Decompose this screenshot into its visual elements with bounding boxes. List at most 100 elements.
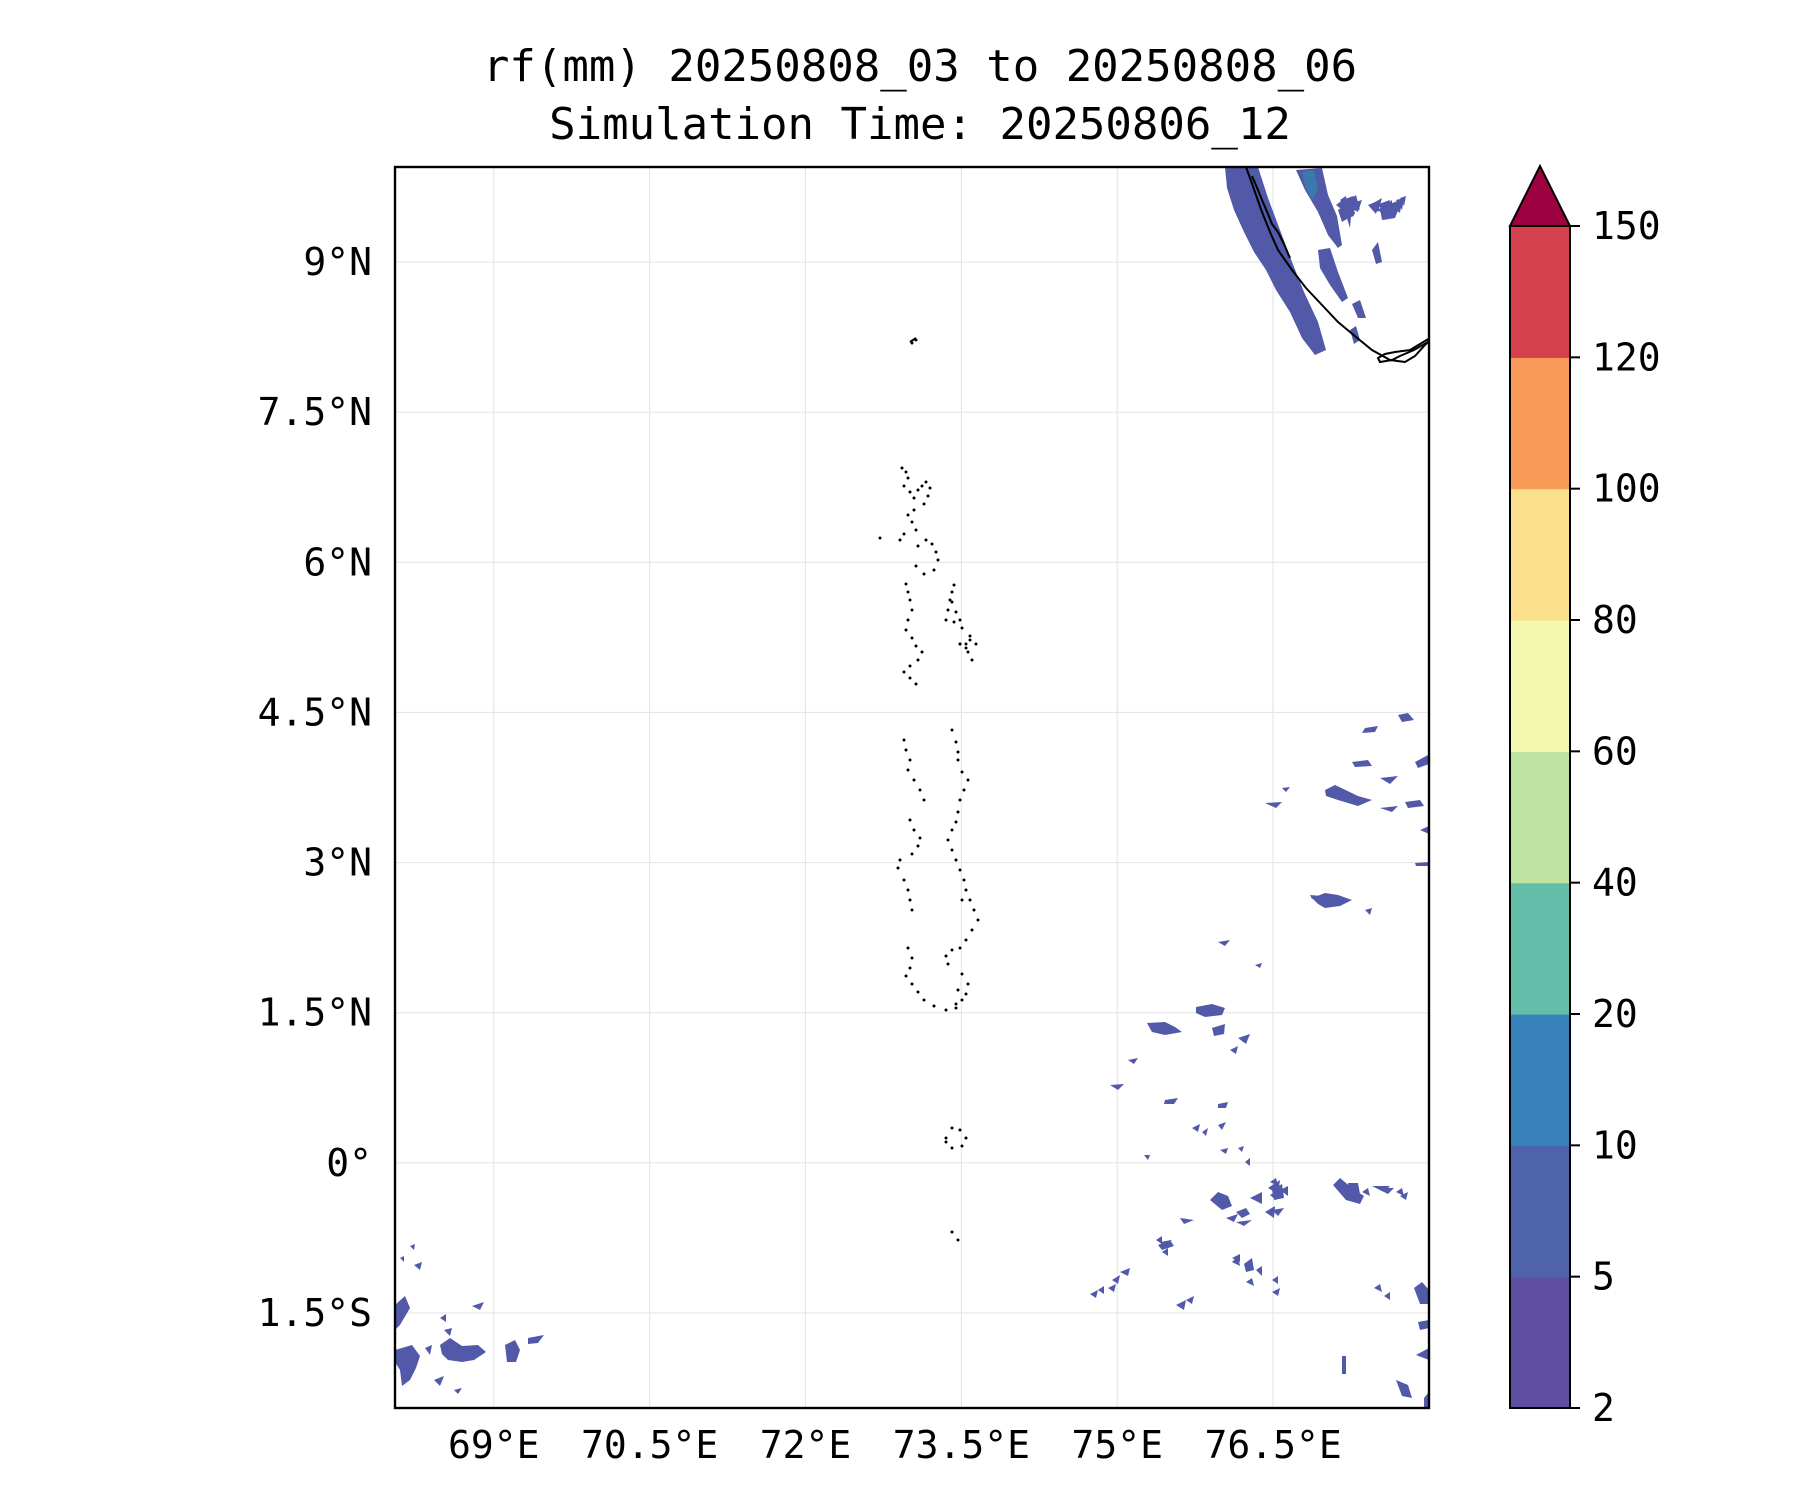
rain-patch-se4 [1418,1320,1429,1330]
colorbar-band [1510,1145,1570,1278]
rain-patch-e9 [1265,802,1282,808]
atoll-island [958,1128,962,1132]
y-tick-label: 1.5°S [258,1291,372,1335]
rain-patch-s16 [1400,1192,1408,1200]
atoll-island [956,810,960,814]
rain-patch-m3 [1147,1022,1182,1035]
rain-patch-s9 [1236,1220,1252,1226]
atoll-island [974,642,978,646]
gridlines [395,167,1429,1408]
rain-patch-s35 [1232,1256,1240,1266]
atoll-island [956,750,960,754]
atoll-island [950,728,954,732]
atoll-island [944,618,948,622]
rain-patch-m15 [1238,1146,1244,1152]
x-tick-label: 69°E [448,1423,540,1467]
atoll-island [960,770,964,774]
longitude-ticks: 69°E 70.5°E 72°E 73.5°E 75°E 76.5°E [448,1423,1342,1467]
rain-patch-m10 [1192,1124,1200,1132]
atoll-island [950,590,954,594]
rain-patch-coast-2 [1296,168,1342,248]
atoll-island [904,974,908,978]
atoll-island [922,798,926,802]
rain-patch-s20 [1112,1275,1120,1284]
atoll-island [900,466,904,470]
rain-patch-coast-19 [1343,196,1353,210]
rain-patch-s30 [1186,1296,1194,1304]
sri-lanka-coastline [1376,337,1429,364]
india-coastline [1245,167,1429,364]
atoll-island [966,982,970,986]
atoll-island [954,610,958,614]
atoll-island [912,828,916,832]
atoll-island [910,956,914,960]
atoll-island [916,544,920,548]
maldives-atolls [878,338,980,1242]
atoll-island [908,898,912,902]
rain-patch-sw5 [425,1345,432,1355]
atoll-island [958,798,962,802]
rain-patch-m5 [1230,1046,1238,1054]
rain-patch-s5 [1280,1186,1288,1196]
atoll-island [946,962,950,966]
atoll-island [898,858,902,862]
colorbar-extend-arrow [1508,163,1572,227]
atoll-island [924,480,928,484]
atoll-island [930,542,934,546]
rain-patch-m2 [1212,1024,1225,1036]
atoll-island [922,572,926,576]
atoll-island [946,608,950,612]
rain-patch-s33 [1156,1236,1162,1244]
rain-patch-coast-26 [1400,196,1406,206]
rain-patch-coast [1225,167,1326,355]
colorbar-band [1510,488,1570,621]
map-subtitle: Simulation Time: 20250806_12 [549,99,1291,150]
colorbar-tick-label: 2 [1592,1386,1615,1430]
atoll-island [950,848,954,852]
rain-patch-m12 [1202,1128,1208,1136]
colorbar-frame [1509,225,1571,1409]
rain-patch-e5 [1380,776,1398,784]
atoll-island [950,948,954,952]
rain-patch-e4 [1352,760,1372,767]
atoll-island [944,954,948,958]
atoll-island [920,484,924,488]
atoll-island [904,748,908,752]
colorbar-tick-label: 5 [1592,1255,1615,1299]
atoll-island [902,670,906,674]
atoll-island [928,486,932,490]
rain-patch-s10 [1180,1218,1194,1224]
rain-patch-se10 [1384,1292,1390,1300]
rain-patch-m9 [1218,1102,1228,1108]
atoll-island [902,484,906,488]
x-tick-label: 76.5°E [1204,1423,1341,1467]
atoll-island [910,341,914,345]
atoll-island [908,598,912,602]
x-tick-label: 72°E [760,1423,852,1467]
rain-patch-m4 [1238,1034,1250,1044]
atoll-island [908,664,912,668]
rain-patch-coast-3 [1318,248,1348,302]
atoll-island [902,532,906,536]
colorbar-band [1510,1014,1570,1146]
rain-patch-e12 [1415,862,1429,866]
rain-patch-se6 [1396,1380,1412,1398]
rain-patch-s3 [1250,1192,1262,1204]
rain-patch-coast-11 [1352,300,1366,318]
atoll-island [908,966,912,970]
atoll-island [910,608,914,612]
atoll-island [962,788,966,792]
atoll-island [966,778,970,782]
atoll-island [952,620,956,624]
map-title: rf(mm) 20250808_03 to 20250808_06 [482,41,1358,92]
atoll-island [960,1144,964,1148]
y-tick-label: 3°N [303,841,372,885]
atoll-island [968,638,972,642]
rain-patch-sw8 [472,1302,484,1310]
colorbar-tick-label: 150 [1592,204,1661,248]
rain-patch-se3 [1414,1282,1429,1304]
rain-patch-sw14 [440,1314,446,1322]
rain-patch-coast-21 [1368,200,1380,214]
atoll-island [964,1136,968,1140]
atoll-island [908,676,912,680]
